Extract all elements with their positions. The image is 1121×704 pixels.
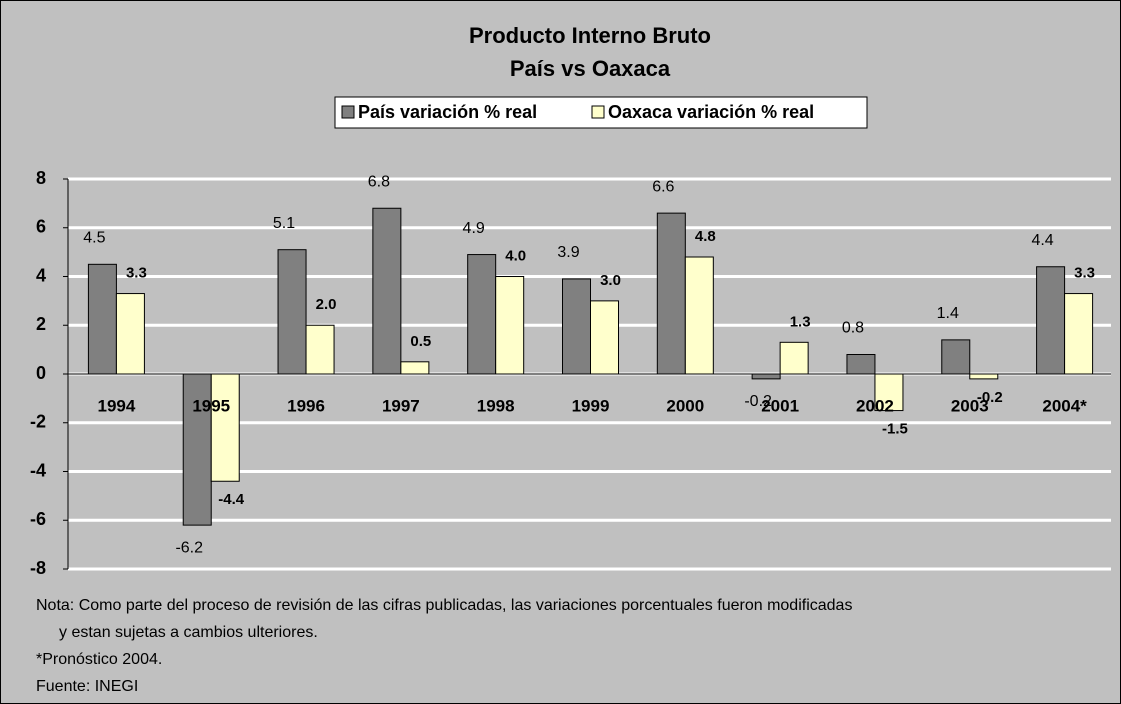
data-label: 2.0 xyxy=(316,296,337,313)
bar xyxy=(969,373,999,380)
data-label: 3.0 xyxy=(600,272,621,289)
data-label: 4.8 xyxy=(695,228,716,245)
y-tick-label: 6 xyxy=(36,217,46,237)
legend-swatch xyxy=(341,105,355,119)
y-tick-label: 8 xyxy=(36,168,46,188)
bar xyxy=(562,278,591,375)
data-label: -4.4 xyxy=(218,491,245,508)
x-tick-label: 2000 xyxy=(666,396,704,415)
bar xyxy=(1064,293,1094,375)
y-tick-label: -6 xyxy=(30,509,46,529)
bar xyxy=(182,373,212,526)
bar xyxy=(400,361,430,375)
x-tick-label: 2003 xyxy=(951,396,989,415)
data-label: 4.0 xyxy=(505,247,526,264)
bar xyxy=(210,373,240,482)
y-tick-label: -2 xyxy=(30,412,46,432)
data-label: 0.5 xyxy=(410,333,431,350)
data-label: 3.3 xyxy=(1074,265,1095,282)
bar xyxy=(1036,266,1066,375)
legend-label: País variación % real xyxy=(358,102,537,122)
x-tick-label: 1999 xyxy=(572,396,610,415)
y-tick-label: 4 xyxy=(36,265,46,285)
data-label: 1.3 xyxy=(790,313,811,330)
footnote: Fuente: INEGI xyxy=(36,678,138,695)
bar xyxy=(115,293,145,375)
data-label: 0.8 xyxy=(842,320,864,337)
x-tick-label: 2004* xyxy=(1042,396,1087,415)
x-tick-label: 1998 xyxy=(477,396,515,415)
x-tick-label: 2001 xyxy=(761,396,799,415)
x-tick-label: 1994 xyxy=(97,396,135,415)
bar xyxy=(495,276,525,375)
bar xyxy=(372,207,402,375)
footnote: *Pronóstico 2004. xyxy=(36,651,162,668)
bar xyxy=(467,254,497,375)
bar xyxy=(779,341,809,375)
chart-title: Producto Interno Bruto xyxy=(469,23,711,48)
legend-swatch xyxy=(591,105,605,119)
data-label: 4.5 xyxy=(83,230,105,247)
data-label: -0.2 xyxy=(977,389,1003,406)
legend-label: Oaxaca variación % real xyxy=(608,102,814,122)
y-tick-label: 2 xyxy=(36,314,46,334)
bar xyxy=(751,373,781,380)
data-label: 5.1 xyxy=(273,215,295,232)
x-tick-label: 1997 xyxy=(382,396,420,415)
data-label: 1.4 xyxy=(937,305,959,322)
data-label: -1.5 xyxy=(882,421,908,438)
bar xyxy=(590,300,619,375)
data-label: -0.2 xyxy=(744,393,772,410)
data-label: 4.9 xyxy=(463,220,485,237)
bar xyxy=(277,249,307,375)
data-label: 3.3 xyxy=(126,265,147,282)
data-label: 6.8 xyxy=(368,173,390,190)
footnote: Nota: Como parte del proceso de revisión… xyxy=(36,597,852,614)
x-tick-label: 2002 xyxy=(856,396,894,415)
bar xyxy=(874,373,904,412)
data-label: 6.6 xyxy=(652,178,674,195)
data-label: 4.4 xyxy=(1031,232,1053,249)
chart-subtitle: País vs Oaxaca xyxy=(510,56,671,81)
bar xyxy=(305,324,335,375)
data-label: -6.2 xyxy=(175,539,203,556)
bar xyxy=(684,256,714,375)
data-label: 3.9 xyxy=(557,244,579,261)
footnote: y estan sujetas a cambios ulteriores. xyxy=(59,624,318,641)
x-tick-label: 1996 xyxy=(287,396,325,415)
bar xyxy=(846,354,876,375)
bar xyxy=(87,263,117,375)
bar xyxy=(941,339,971,375)
y-tick-label: -8 xyxy=(30,558,46,578)
y-tick-label: 0 xyxy=(36,363,46,383)
x-tick-label: 1995 xyxy=(192,396,230,415)
y-tick-label: -4 xyxy=(30,460,46,480)
bar xyxy=(656,212,686,375)
